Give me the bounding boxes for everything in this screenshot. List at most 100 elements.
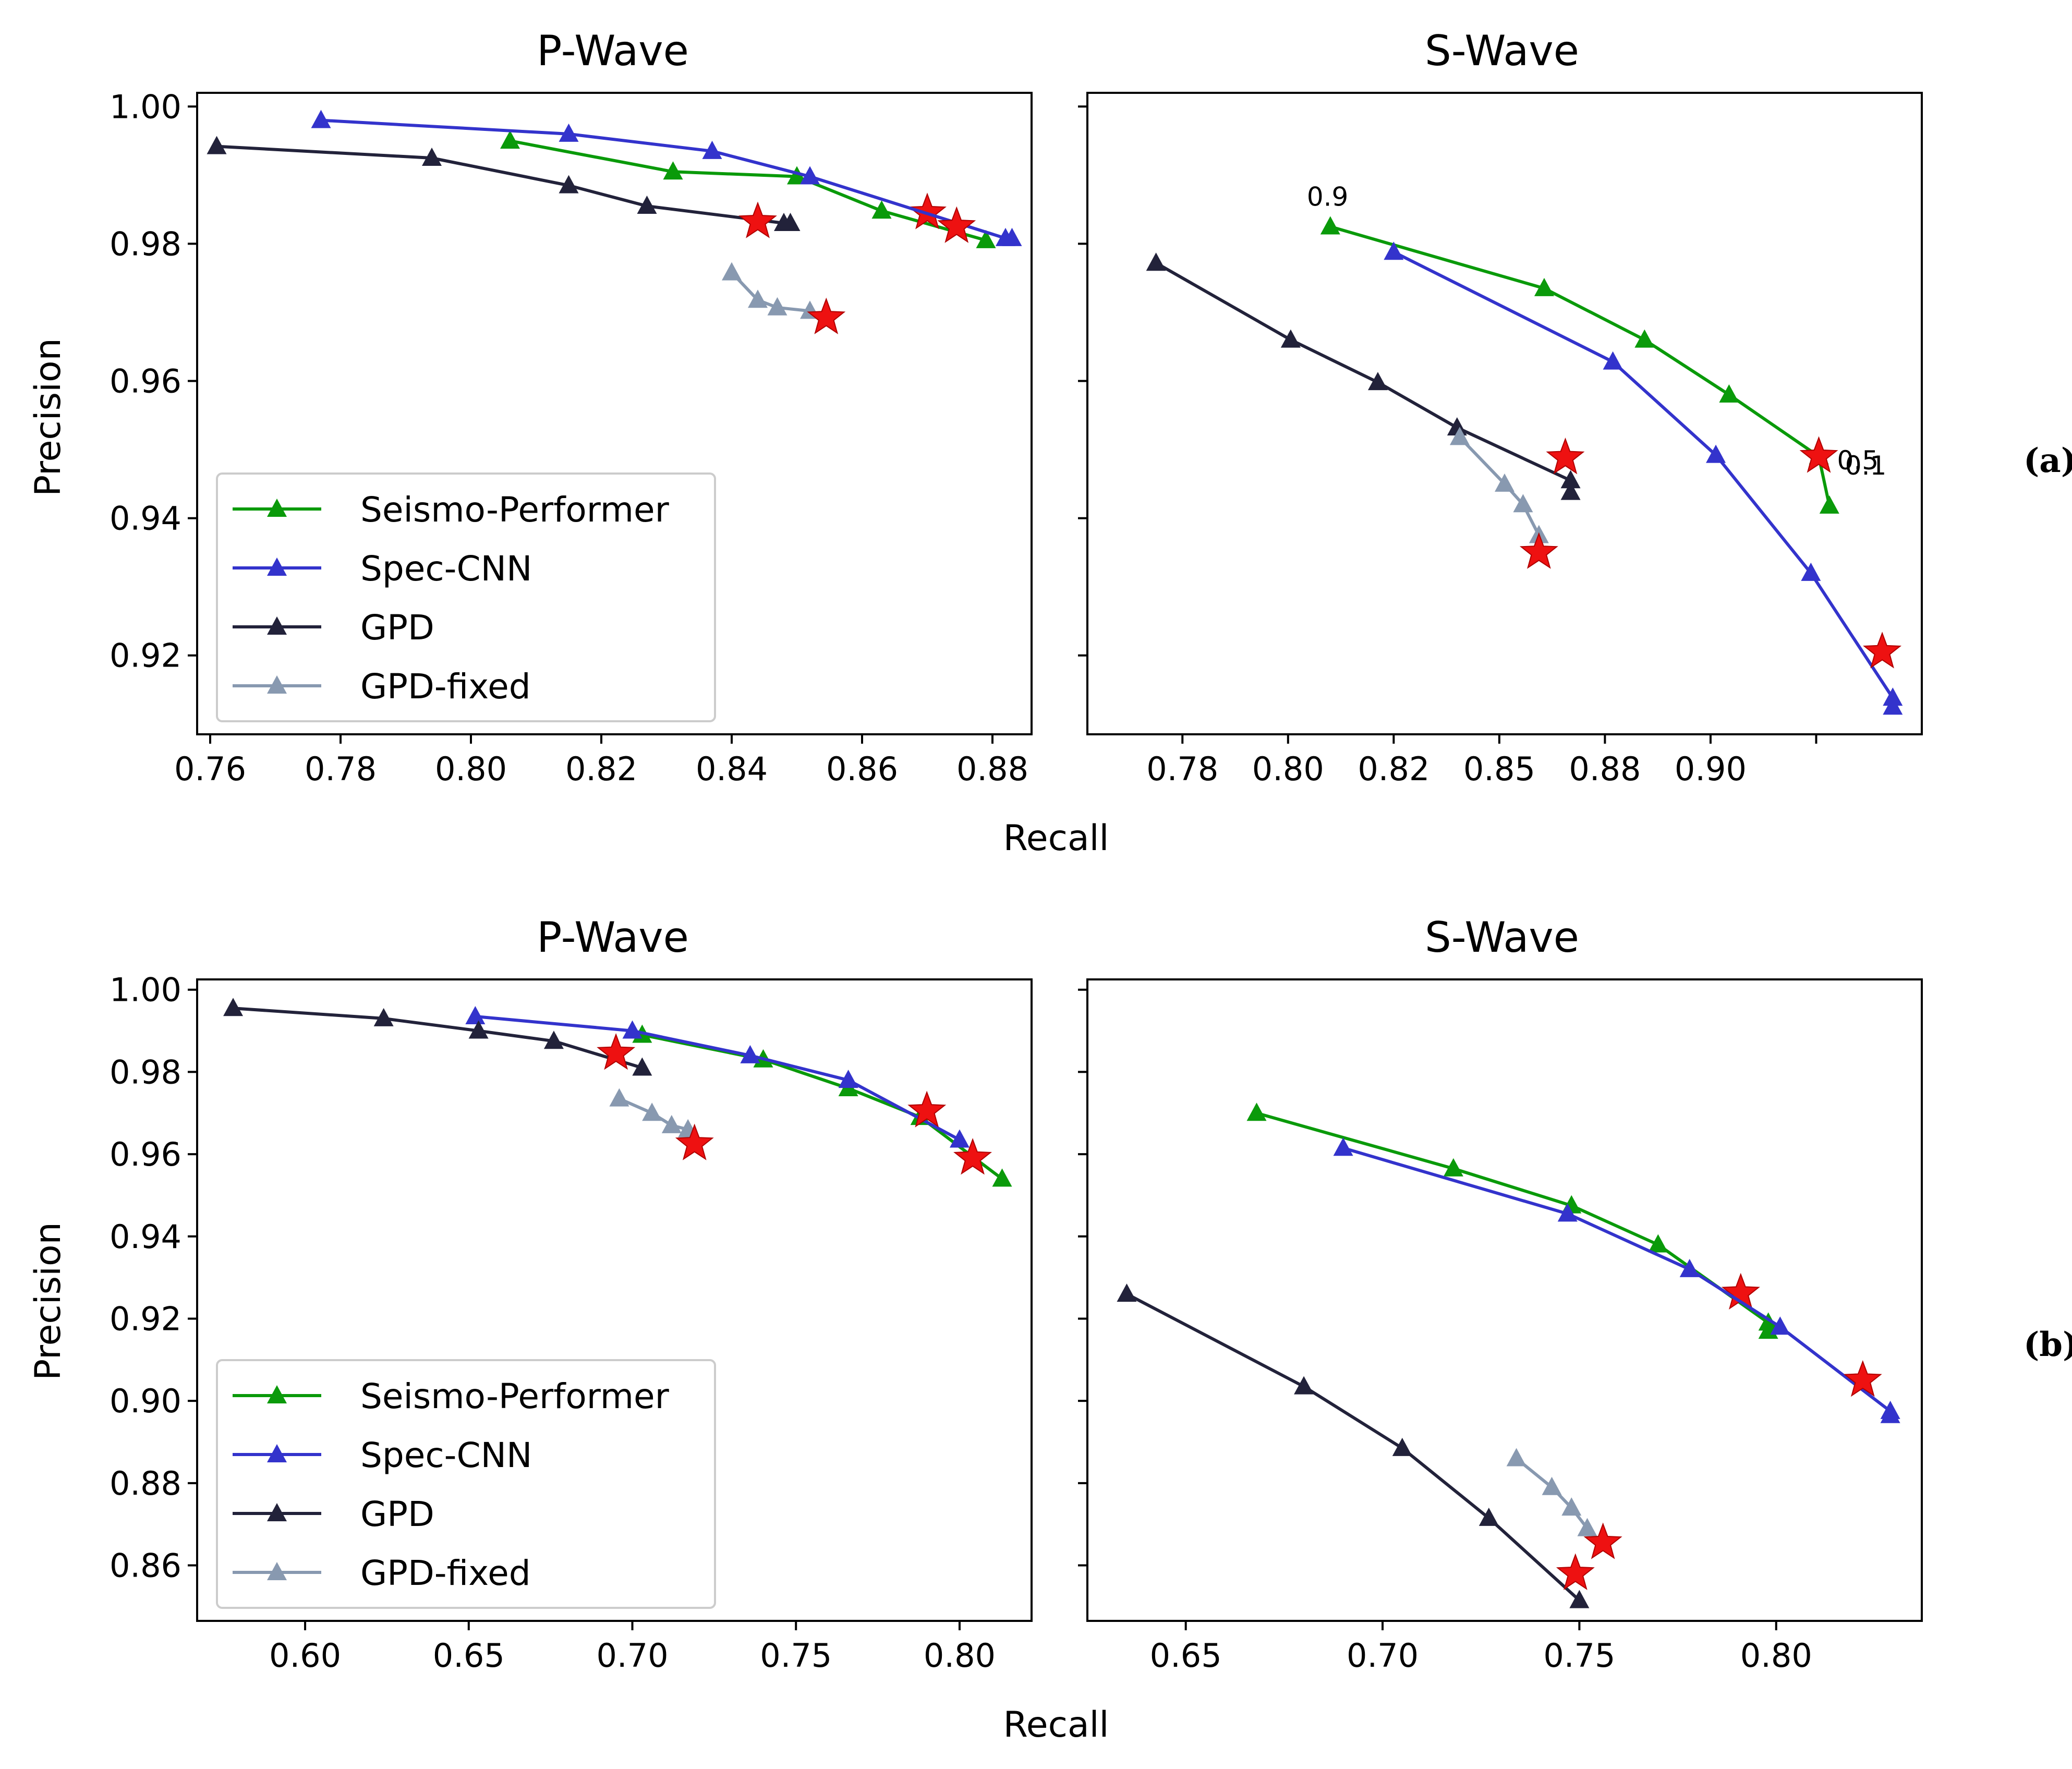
data-point-marker (1801, 562, 1821, 581)
data-point-marker (1513, 494, 1533, 513)
y-tick-label: 0.98 (110, 1053, 181, 1091)
series-line (1342, 1146, 1892, 1415)
data-point-marker (1117, 1283, 1137, 1302)
threshold-star-marker (1843, 1360, 1882, 1397)
chart-b-p: 0.86 0.88 0.90 0.92 0.94 0.96 0.98 1.00 0.60 0.65… (110, 971, 1033, 1675)
data-point-marker (1706, 444, 1726, 463)
threshold-star-marker (1519, 532, 1558, 569)
data-point-marker (1634, 329, 1655, 348)
x-tick-label: 0.90 (1675, 750, 1747, 788)
data-point-marker (1603, 351, 1623, 370)
data-point-marker (1449, 427, 1470, 445)
threshold-annotation: 0.9 (1307, 182, 1349, 212)
data-point-marker (1557, 1203, 1578, 1222)
data-point-marker (642, 1102, 662, 1121)
x-tick-label: 0.80 (1740, 1637, 1812, 1675)
data-point-marker (871, 200, 892, 219)
threshold-star-marker (1583, 1522, 1622, 1559)
data-point-marker (740, 1045, 760, 1063)
data-point-marker (311, 110, 331, 128)
series-gpd (1146, 252, 1585, 500)
series-gpd-fixed (609, 1088, 714, 1160)
legend-marker (267, 1444, 287, 1462)
x-tick-label: 0.88 (956, 750, 1028, 788)
x-tick-label: 0.75 (760, 1637, 832, 1675)
data-point-marker (543, 1031, 564, 1049)
data-point-marker (661, 1114, 682, 1133)
y-tick-label: 0.94 (110, 1218, 181, 1256)
legend-label: Spec-CNN (360, 549, 532, 589)
series-gpd (207, 136, 801, 238)
data-point-marker (1002, 227, 1022, 246)
legend-marker (267, 558, 287, 576)
x-tick-label: 0.88 (1569, 750, 1641, 788)
legend-label: GPD-fixed (360, 1553, 531, 1593)
data-point-marker (373, 1008, 394, 1026)
data-point-marker (1443, 1158, 1463, 1177)
legend: Seismo-Performer Spec-CNN GPD GPD-fixed (216, 1359, 716, 1609)
x-tick-label: 0.75 (1543, 1637, 1615, 1675)
axes-frame-a-s (1086, 92, 1923, 735)
x-tick-label: 0.65 (433, 1637, 505, 1675)
data-point-marker (663, 161, 683, 180)
legend-marker (267, 616, 287, 635)
x-tick-label: 0.80 (1252, 750, 1324, 788)
series-line (730, 271, 810, 313)
chart-b-s: 0.65 0.70 0.75 0.80 (1078, 978, 1923, 1675)
data-point-marker (559, 175, 579, 193)
y-tick-label: 0.90 (110, 1382, 181, 1420)
data-point-marker (1146, 252, 1166, 271)
legend-marker (267, 499, 287, 517)
data-point-marker (1577, 1518, 1597, 1536)
x-tick-label: 0.70 (596, 1637, 668, 1675)
axes-frame-a-p (196, 92, 1033, 735)
threshold-star-marker (1556, 1553, 1595, 1590)
threshold-star-marker (907, 1091, 947, 1128)
threshold-annotation: 0.1 (1845, 451, 1887, 481)
x-tick-label: 0.65 (1150, 1637, 1222, 1675)
data-point-marker (767, 297, 787, 316)
y-tick-label: 0.86 (110, 1547, 181, 1585)
xlabel-a: Recall (1003, 818, 1109, 859)
x-tick-label: 0.85 (1463, 750, 1535, 788)
series-gpd-fixed (1449, 427, 1558, 569)
series-gpd (223, 998, 652, 1076)
legend: Seismo-Performer Spec-CNN GPD GPD-fixed (216, 472, 716, 722)
y-tick-label: 1.00 (110, 971, 181, 1009)
data-point-marker (1719, 384, 1739, 403)
legend-marker (267, 675, 287, 694)
x-tick-label: 0.78 (1146, 750, 1218, 788)
x-tick-label: 0.76 (174, 750, 246, 788)
data-point-marker (787, 166, 807, 185)
chart-a-p: 0.92 0.94 0.96 0.98 1.00 0.76 0.78 0.80 0.82 0.84… (110, 88, 1033, 788)
data-point-marker (1561, 1497, 1582, 1516)
data-point-marker (1569, 1590, 1590, 1608)
data-point-marker (1495, 473, 1514, 492)
title-a-p: P-Wave (537, 27, 689, 75)
data-point-marker (780, 212, 801, 231)
series-spec-cnn (1384, 241, 1903, 715)
data-point-marker (949, 1129, 970, 1148)
series-line (233, 1007, 643, 1070)
data-point-marker (1819, 495, 1839, 514)
data-point-marker (1392, 1437, 1412, 1456)
threshold-star-marker (1546, 438, 1585, 475)
threshold-star-marker (675, 1123, 714, 1160)
data-point-marker (207, 136, 227, 154)
series-gpd-fixed (1506, 1448, 1622, 1559)
panel-label-b: (b) (2023, 1325, 2072, 1364)
data-point-marker (500, 130, 520, 149)
data-point-marker (1534, 277, 1554, 296)
x-tick-label: 0.82 (565, 750, 637, 788)
threshold-star-marker (908, 192, 947, 229)
title-b-p: P-Wave (537, 913, 689, 962)
threshold-star-marker (1799, 436, 1838, 473)
y-tick-label: 0.96 (110, 362, 181, 401)
data-point-marker (1883, 696, 1903, 715)
title-a-s: S-Wave (1425, 27, 1579, 75)
x-tick-label: 0.70 (1347, 1637, 1419, 1675)
x-tick-label: 0.78 (305, 750, 377, 788)
series-line (1329, 225, 1831, 506)
legend-label: GPD (360, 1494, 434, 1534)
data-point-marker (1648, 1234, 1668, 1253)
